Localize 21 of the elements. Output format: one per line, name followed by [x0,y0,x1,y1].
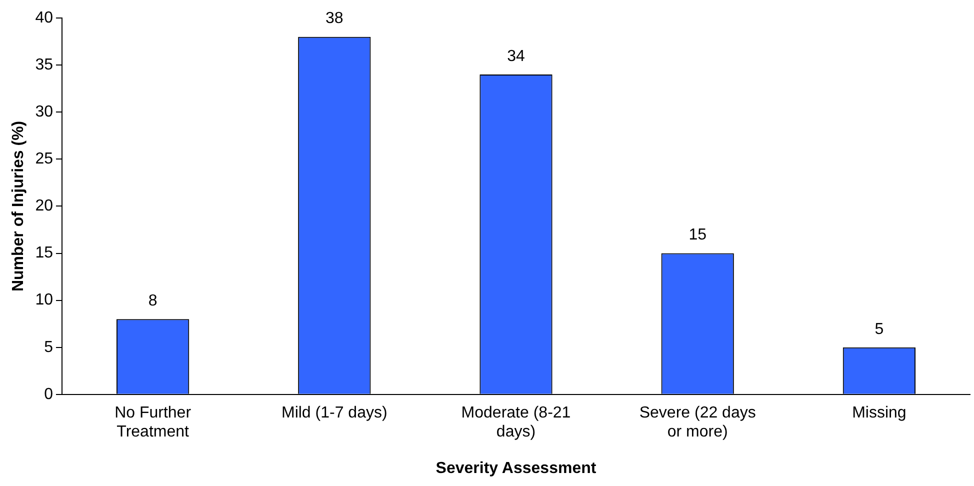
x-tick-label: Missing [852,404,906,422]
y-tick-label: 35 [35,56,54,74]
x-axis-title: Severity Assessment [436,460,597,477]
data-label: 38 [326,10,344,28]
y-tick-label: 15 [35,244,54,262]
y-tick-label: 20 [35,198,54,215]
data-label: 15 [688,226,707,244]
data-label: 34 [507,48,525,65]
y-tick-label: 0 [44,386,54,403]
data-label: 8 [148,292,158,310]
x-tick-label: No Further Treatment [114,404,192,441]
y-tick-label: 40 [35,9,54,26]
y-tick-label: 5 [44,338,54,356]
y-axis-title: Number of Injuries (%) [10,120,28,292]
x-tick-label: Mild (1-7 days) [281,404,388,422]
y-tick-label: 25 [35,150,54,168]
x-tick-label: Moderate (8-21 days) [461,404,571,441]
y-tick-label: 30 [35,104,54,121]
x-tick-label: Severe (22 days or more) [639,404,756,441]
y-tick-label: 10 [35,292,54,309]
data-label: 5 [874,320,884,338]
